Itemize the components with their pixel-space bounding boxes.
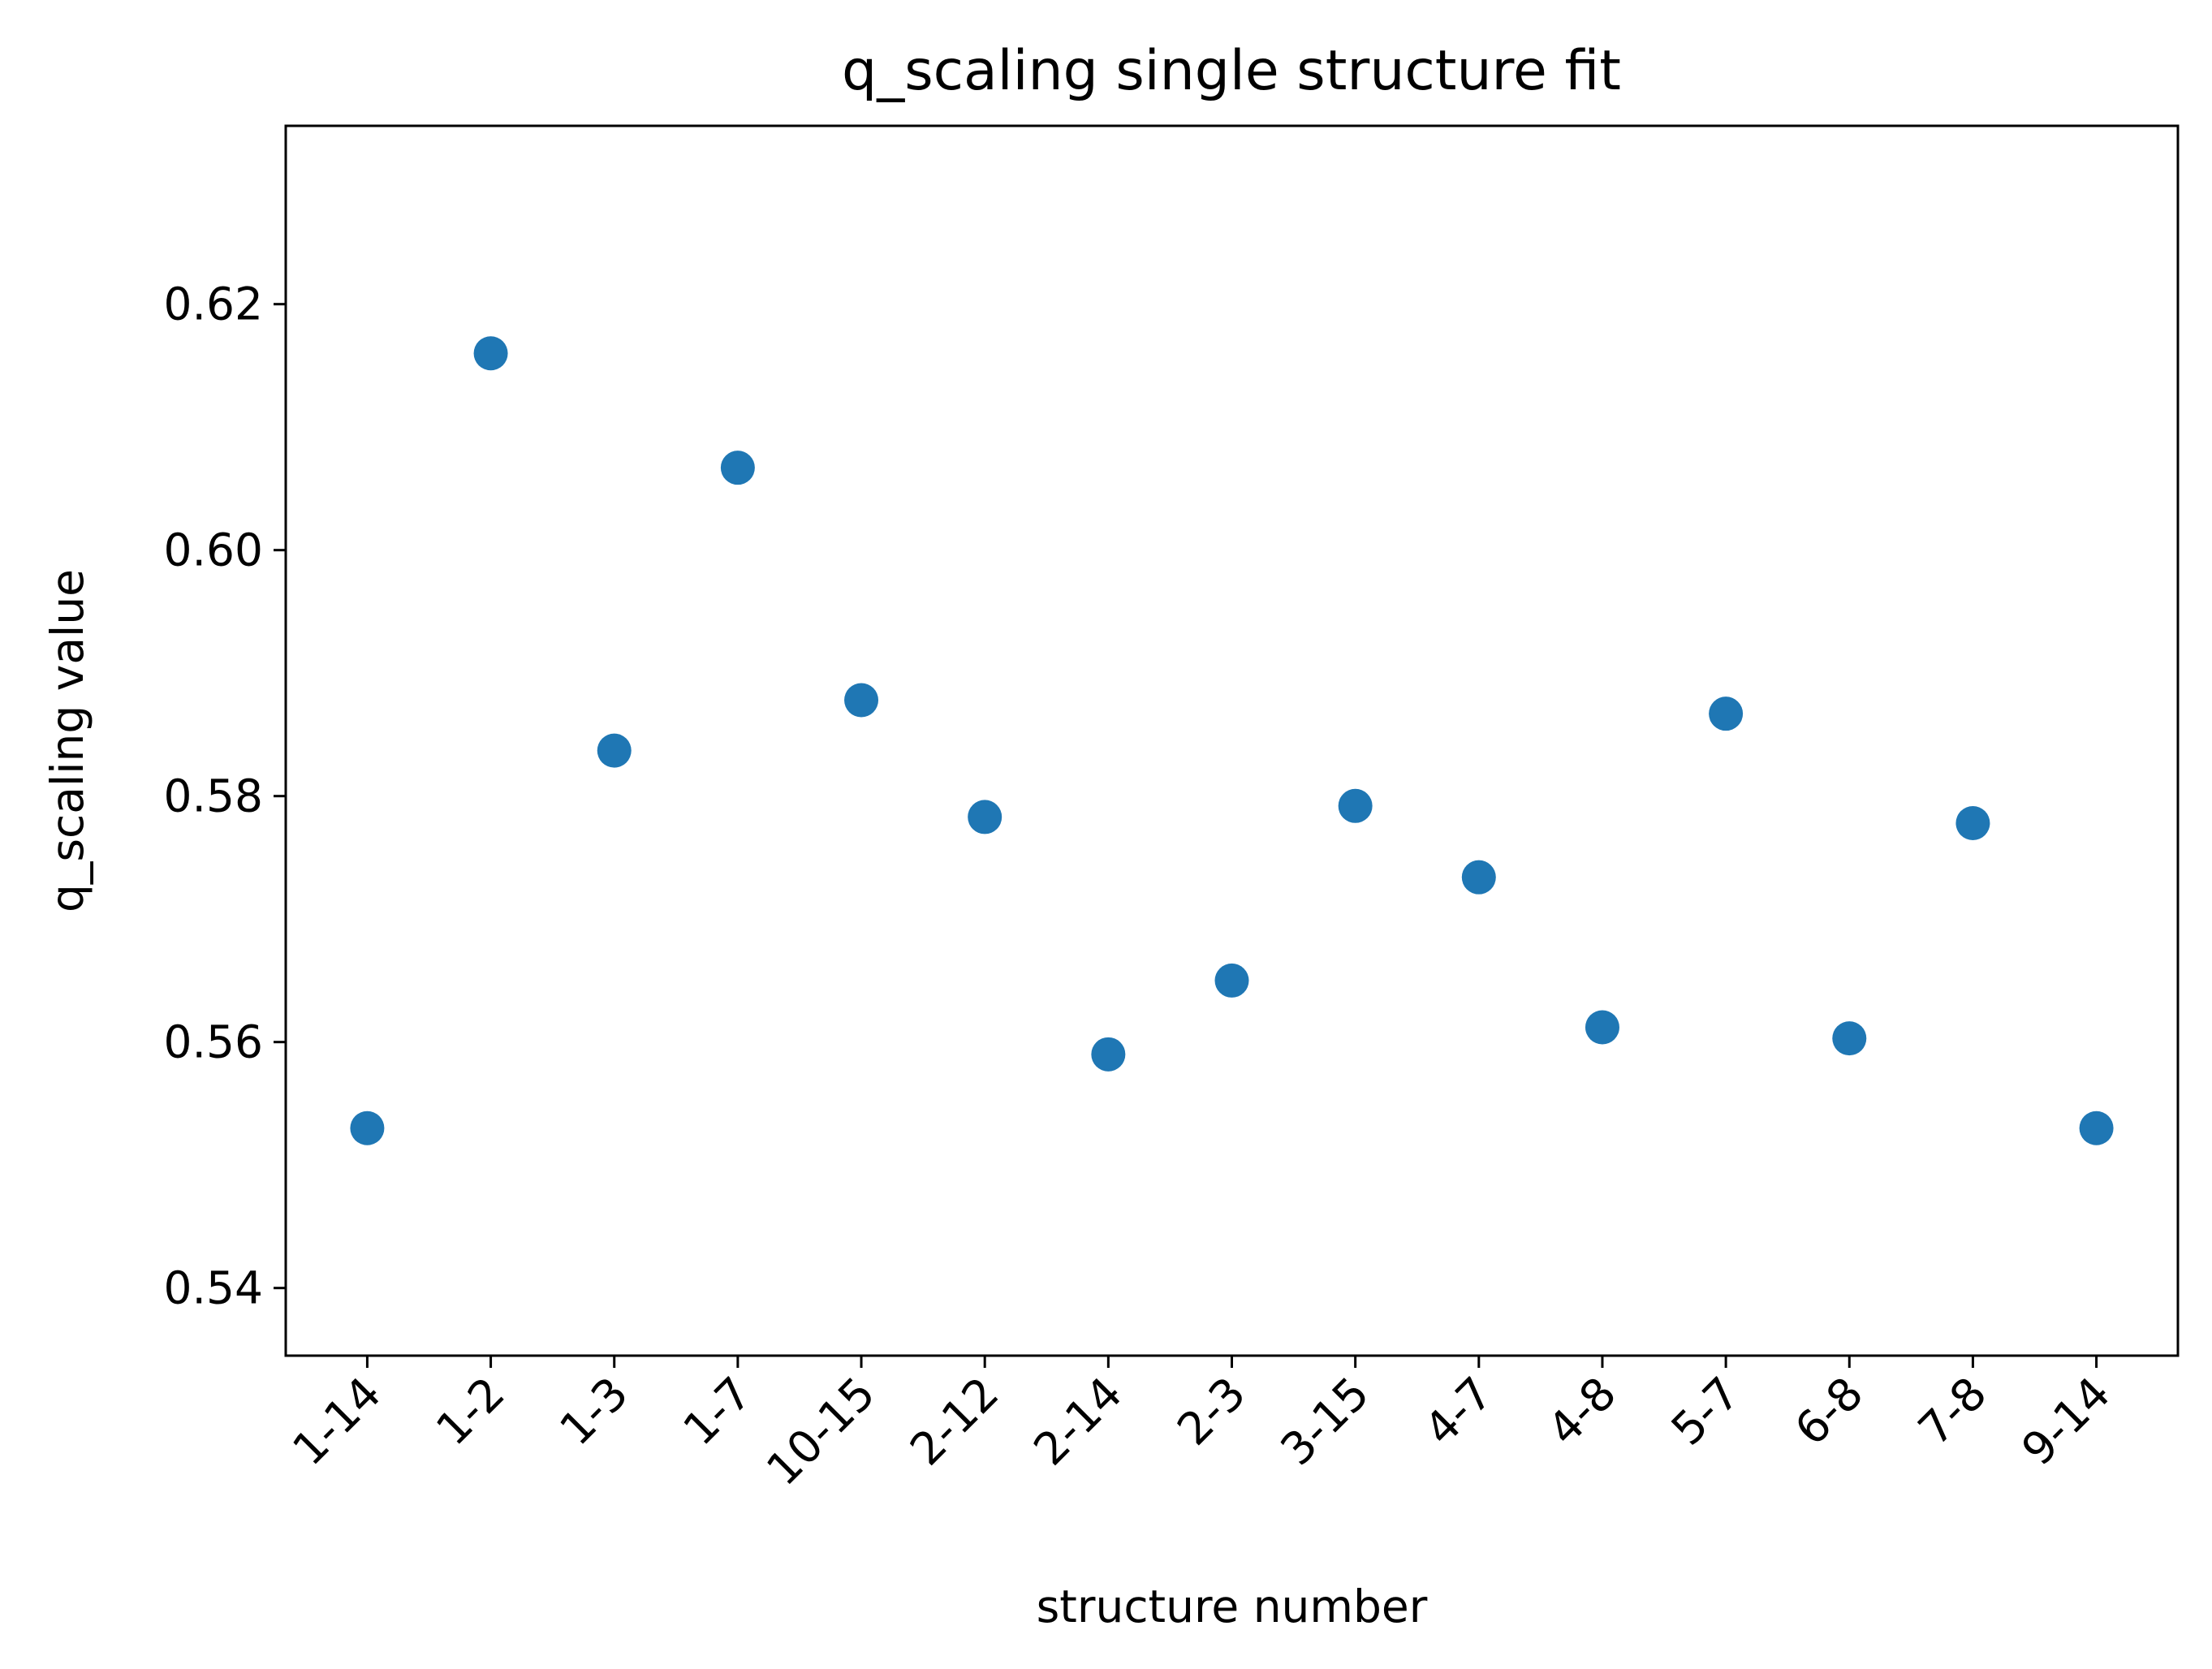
y-tick-label: 0.54 bbox=[164, 1262, 263, 1314]
y-axis-ticks: 0.54 0.56 0.58 0.60 0.62 bbox=[164, 278, 286, 1314]
data-point bbox=[1338, 788, 1373, 823]
data-point bbox=[1709, 696, 1744, 731]
y-tick-label: 0.58 bbox=[164, 770, 263, 822]
y-tick-label: 0.60 bbox=[164, 524, 263, 576]
data-point bbox=[1091, 1037, 1126, 1072]
data-point bbox=[1955, 806, 1990, 841]
y-tick-label: 0.56 bbox=[164, 1016, 263, 1068]
data-point bbox=[1214, 963, 1249, 998]
data-point bbox=[473, 336, 508, 371]
data-point bbox=[350, 1111, 385, 1145]
data-point bbox=[597, 733, 632, 768]
data-point bbox=[1585, 1010, 1619, 1045]
data-point bbox=[720, 451, 755, 485]
data-point bbox=[968, 800, 1003, 834]
data-point bbox=[1832, 1021, 1867, 1056]
data-point bbox=[2079, 1111, 2114, 1145]
plot-area-frame bbox=[284, 124, 2180, 1357]
data-point bbox=[1461, 860, 1496, 895]
data-points bbox=[350, 336, 2114, 1145]
data-point bbox=[844, 683, 879, 718]
y-tick-label: 0.62 bbox=[164, 278, 263, 330]
y-axis-label: q_scaling value bbox=[41, 569, 93, 912]
x-axis-label: structure number bbox=[1037, 1581, 1428, 1632]
chart-title: q_scaling single structure fit bbox=[842, 39, 1621, 103]
